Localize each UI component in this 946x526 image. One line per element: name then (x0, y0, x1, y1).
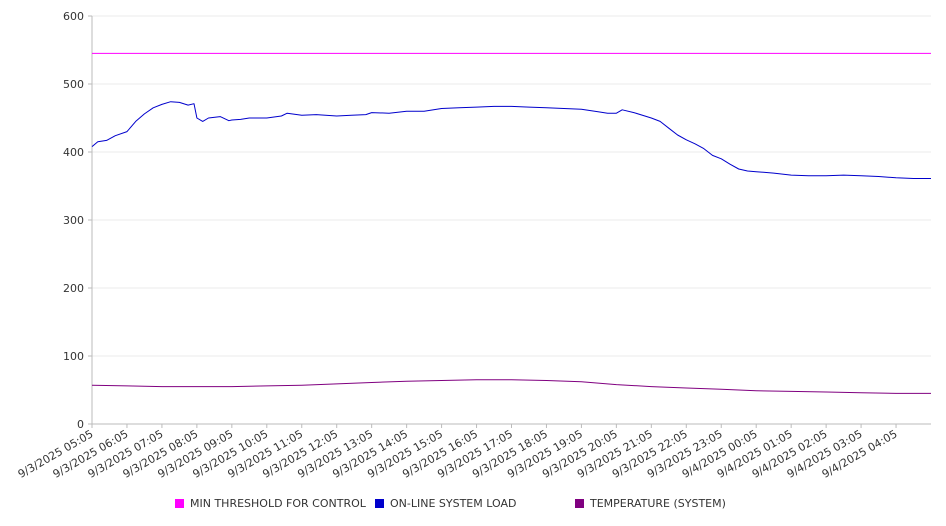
legend-item: ON-LINE SYSTEM LOAD (375, 497, 516, 510)
on-line-system-load-line (91, 101, 931, 179)
legend: MIN THRESHOLD FOR CONTROL ON-LINE SYSTEM … (0, 497, 946, 515)
y-tick-label: 400 (63, 146, 84, 159)
legend-item: TEMPERATURE (SYSTEM) (575, 497, 726, 510)
y-tick-label: 100 (63, 350, 84, 363)
legend-label: TEMPERATURE (SYSTEM) (590, 497, 726, 510)
legend-item: MIN THRESHOLD FOR CONTROL (175, 497, 366, 510)
y-tick-label: 300 (63, 214, 84, 227)
y-tick-label: 0 (77, 418, 84, 431)
y-tick-label: 200 (63, 282, 84, 295)
temperature-system-line (91, 379, 931, 394)
legend-swatch (175, 499, 184, 508)
x-tick-labels: 9/3/2025 05:059/3/2025 06:059/3/2025 07:… (16, 424, 900, 481)
legend-swatch (575, 499, 584, 508)
y-tick-label: 600 (63, 10, 84, 23)
gridlines (92, 15, 931, 357)
series-lines (91, 52, 931, 394)
y-tick-label: 500 (63, 78, 84, 91)
legend-label: ON-LINE SYSTEM LOAD (390, 497, 517, 510)
legend-swatch (375, 499, 384, 508)
y-tick-labels: 0 100 200 300 400 500 600 (63, 10, 92, 431)
legend-label: MIN THRESHOLD FOR CONTROL (190, 497, 366, 510)
